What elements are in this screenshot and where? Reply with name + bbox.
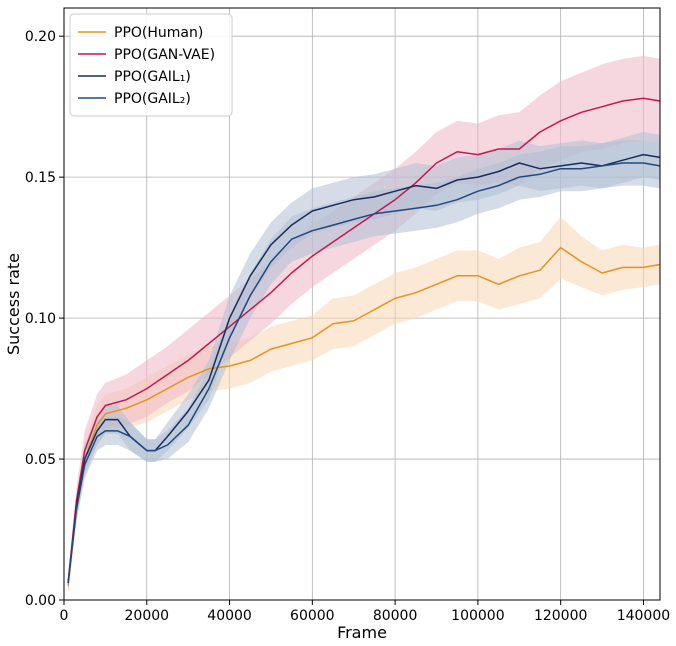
legend-box: [69, 13, 233, 117]
confidence-band-1: [68, 216, 661, 595]
legend-label: PPO(GAIL₂): [114, 91, 191, 107]
legend: PPO(Human) PPO(GAN-VAE) PPO(GAIL₁) PPO(GAIL…: [69, 13, 233, 117]
legend-label: PPO(GAN-VAE): [114, 47, 215, 63]
y-axis-label: Success rate: [4, 253, 23, 355]
y-tick-label: 0.20: [25, 29, 56, 45]
series-line-3: [67, 153, 661, 584]
x-tick-label: 100000: [451, 608, 504, 624]
confidence-bands: [68, 55, 661, 595]
x-axis-label: Frame: [337, 623, 387, 642]
x-tick-label: 40000: [207, 608, 252, 624]
confidence-band-2: [68, 55, 661, 592]
series-line-2: [67, 97, 661, 584]
plot-frame: [63, 7, 661, 601]
series-line-4: [67, 162, 661, 584]
x-tick-label: 0: [60, 608, 69, 624]
x-tick-label: 60000: [290, 608, 335, 624]
x-tick-label: 20000: [125, 608, 170, 624]
y-tick-label: 0.10: [25, 311, 56, 327]
y-tick-label: 0.15: [25, 170, 56, 186]
series-lines: [67, 97, 661, 586]
x-tick-label: 120000: [534, 608, 587, 624]
y-tick-label: 0.05: [25, 452, 56, 468]
x-tick-label: 140000: [617, 608, 670, 624]
legend-label: PPO(Human): [114, 25, 203, 41]
series-line-1: [67, 246, 661, 586]
confidence-band-4: [68, 140, 661, 592]
x-tick-label: 80000: [373, 608, 418, 624]
axis-ticks: 0 20000 40000 60000 80000 100000 120000 140000 0…: [25, 29, 670, 624]
y-tick-label: 0.00: [25, 593, 56, 609]
legend-label: PPO(GAIL₁): [114, 69, 191, 85]
